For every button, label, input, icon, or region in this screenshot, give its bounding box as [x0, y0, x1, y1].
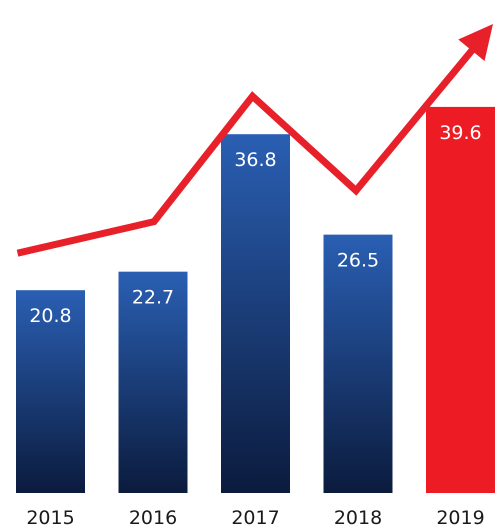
- bar-2019: [426, 106, 495, 494]
- x-tick-2019: 2019: [436, 507, 484, 527]
- x-tick-2015: 2015: [26, 507, 74, 527]
- trend-line: [16, 34, 486, 257]
- trend-arrowhead: [458, 24, 493, 62]
- value-label-2017: 36.8: [234, 149, 276, 171]
- x-tick-2018: 2018: [334, 507, 382, 527]
- value-label-2015: 20.8: [29, 305, 71, 327]
- x-tick-2017: 2017: [231, 507, 279, 527]
- bar-2017: [221, 134, 290, 493]
- x-tick-2016: 2016: [129, 507, 177, 527]
- value-label-2019: 39.6: [439, 122, 481, 144]
- value-label-2016: 22.7: [132, 287, 174, 309]
- bar-2016: [118, 271, 188, 493]
- bar-2015: [16, 290, 85, 493]
- value-labels-group: 20.8 22.7 36.8 26.5 39.6: [29, 122, 481, 327]
- value-label-2018: 26.5: [337, 250, 379, 272]
- bar-2018: [323, 234, 393, 493]
- bars-group: [16, 106, 495, 494]
- x-axis-ticks: 2015 2016 2017 2018 2019: [26, 507, 484, 527]
- trend-line-group: [16, 24, 493, 257]
